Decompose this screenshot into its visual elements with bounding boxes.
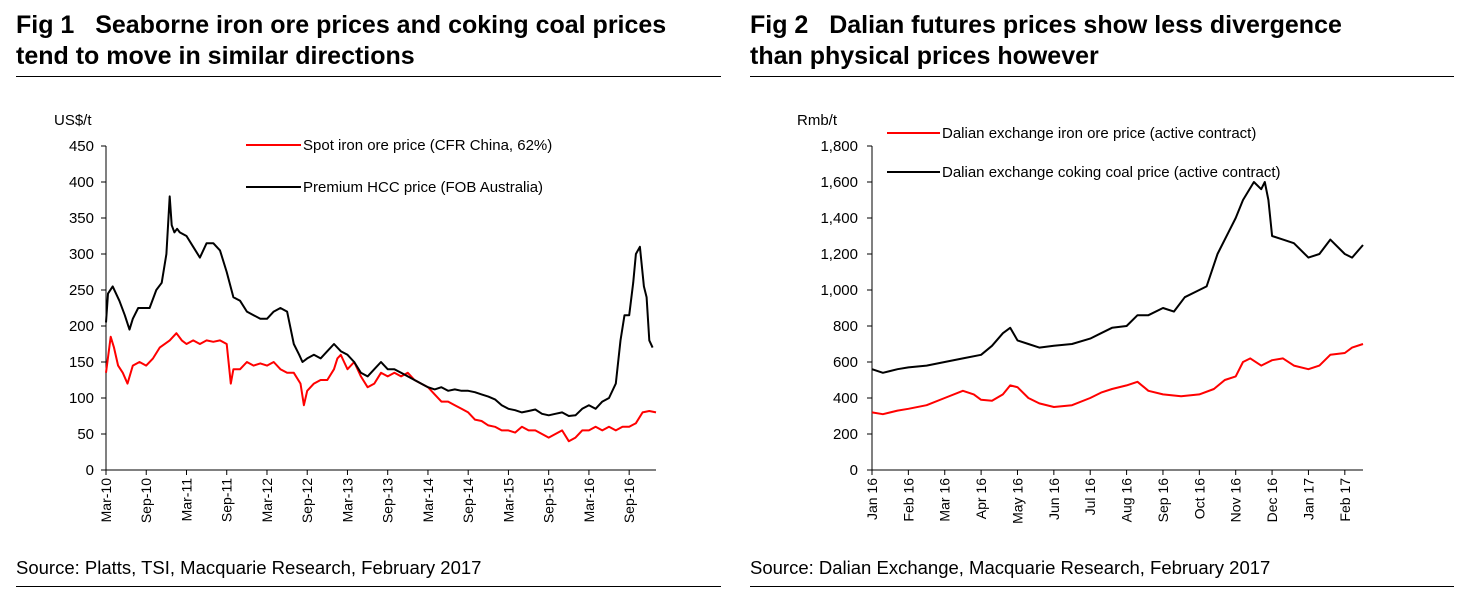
x-tick-label: Jan 17 bbox=[1300, 478, 1316, 520]
chart-1: US$/t 0 50 100 150 200 250 300 350 400 450 Mar-10 Se… bbox=[54, 112, 657, 523]
y-tick-label: 800 bbox=[833, 318, 858, 335]
y-tick-label: 1,000 bbox=[820, 282, 858, 299]
legend-label-1: Spot iron ore price (CFR China, 62%) bbox=[303, 137, 552, 154]
y-tick-label: 1,800 bbox=[820, 138, 858, 155]
bottom-rule bbox=[750, 586, 1454, 587]
x-tick-label: Sep-16 bbox=[621, 478, 637, 523]
legend-label-2: Premium HCC price (FOB Australia) bbox=[303, 179, 543, 196]
x-tick-label: Sep-10 bbox=[138, 478, 154, 523]
series-line-1 bbox=[871, 343, 1364, 416]
x-tick-label: Mar-15 bbox=[500, 478, 516, 523]
series-line-1 bbox=[105, 332, 657, 443]
y-tick-label: 100 bbox=[69, 390, 94, 407]
figure-1-source: Source: Platts, TSI, Macquarie Research,… bbox=[16, 557, 482, 578]
y-axis-unit-label: Rmb/t bbox=[797, 112, 838, 129]
x-tick-label: Jul 16 bbox=[1082, 478, 1098, 516]
x-tick-label: Feb 17 bbox=[1337, 478, 1353, 522]
x-tick-label: Sep-12 bbox=[299, 478, 315, 523]
legend-label-1: Dalian exchange iron ore price (active c… bbox=[942, 125, 1256, 142]
chart-2: Rmb/t 0 200 400 600 800 1,000 1,200 1,400 1,600 1,… bbox=[797, 112, 1364, 524]
x-tick-label: Jan 16 bbox=[864, 478, 880, 520]
x-tick-label: Sep-14 bbox=[460, 478, 476, 523]
figure-2-title: Fig 2 Dalian futures prices show less di… bbox=[750, 11, 1342, 70]
legend-label-2: Dalian exchange coking coal price (activ… bbox=[942, 164, 1281, 181]
bottom-rule bbox=[16, 586, 721, 587]
figure-1-title: Fig 1 Seaborne iron ore prices and cokin… bbox=[16, 11, 667, 70]
y-tick-label: 300 bbox=[69, 246, 94, 263]
y-tick-label: 200 bbox=[833, 426, 858, 443]
y-tick-label: 400 bbox=[69, 174, 94, 191]
y-tick-label: 0 bbox=[86, 462, 94, 479]
figure-2: Fig 2 Dalian futures prices show less di… bbox=[750, 0, 1454, 601]
x-tick-label: Sep-11 bbox=[219, 478, 235, 522]
x-tick-label: Mar-16 bbox=[581, 478, 597, 523]
x-tick-label: Oct 16 bbox=[1191, 478, 1207, 519]
x-tick-label: Nov 16 bbox=[1228, 478, 1244, 523]
y-tick-label: 250 bbox=[69, 282, 94, 299]
x-tick-label: Sep 16 bbox=[1155, 478, 1171, 523]
y-tick-label: 50 bbox=[77, 426, 94, 443]
x-tick-label: Feb 16 bbox=[900, 478, 916, 522]
figure-2-source: Source: Dalian Exchange, Macquarie Resea… bbox=[750, 557, 1271, 578]
y-tick-label: 350 bbox=[69, 210, 94, 227]
x-tick-label: Apr 16 bbox=[973, 478, 989, 519]
y-tick-label: 0 bbox=[850, 462, 858, 479]
y-tick-label: 200 bbox=[69, 318, 94, 335]
y-tick-label: 600 bbox=[833, 354, 858, 371]
title-rule bbox=[750, 76, 1454, 77]
x-tick-label: Mar-11 bbox=[178, 478, 194, 522]
x-tick-label: Mar-12 bbox=[259, 478, 275, 523]
x-tick-label: Jun 16 bbox=[1046, 478, 1062, 520]
x-tick-label: Mar-10 bbox=[98, 478, 114, 523]
x-tick-label: Sep-15 bbox=[541, 478, 557, 523]
y-tick-label: 1,600 bbox=[820, 174, 858, 191]
y-axis-unit-label: US$/t bbox=[54, 112, 92, 129]
series-line-2 bbox=[105, 195, 654, 417]
y-tick-label: 150 bbox=[69, 354, 94, 371]
y-tick-label: 450 bbox=[69, 138, 94, 155]
x-tick-label: Mar 16 bbox=[937, 478, 953, 522]
x-tick-label: Mar-14 bbox=[420, 478, 436, 523]
x-tick-label: May 16 bbox=[1009, 478, 1025, 524]
figure-1: Fig 1 Seaborne iron ore prices and cokin… bbox=[16, 0, 721, 601]
x-tick-label: Aug 16 bbox=[1119, 478, 1135, 523]
title-rule bbox=[16, 76, 721, 77]
y-tick-label: 1,400 bbox=[820, 210, 858, 227]
x-tick-label: Sep-13 bbox=[380, 478, 396, 523]
y-tick-label: 1,200 bbox=[820, 246, 858, 263]
series-line-2 bbox=[871, 181, 1364, 374]
x-tick-label: Mar-13 bbox=[339, 478, 355, 523]
x-tick-label: Dec 16 bbox=[1264, 478, 1280, 523]
y-tick-label: 400 bbox=[833, 390, 858, 407]
